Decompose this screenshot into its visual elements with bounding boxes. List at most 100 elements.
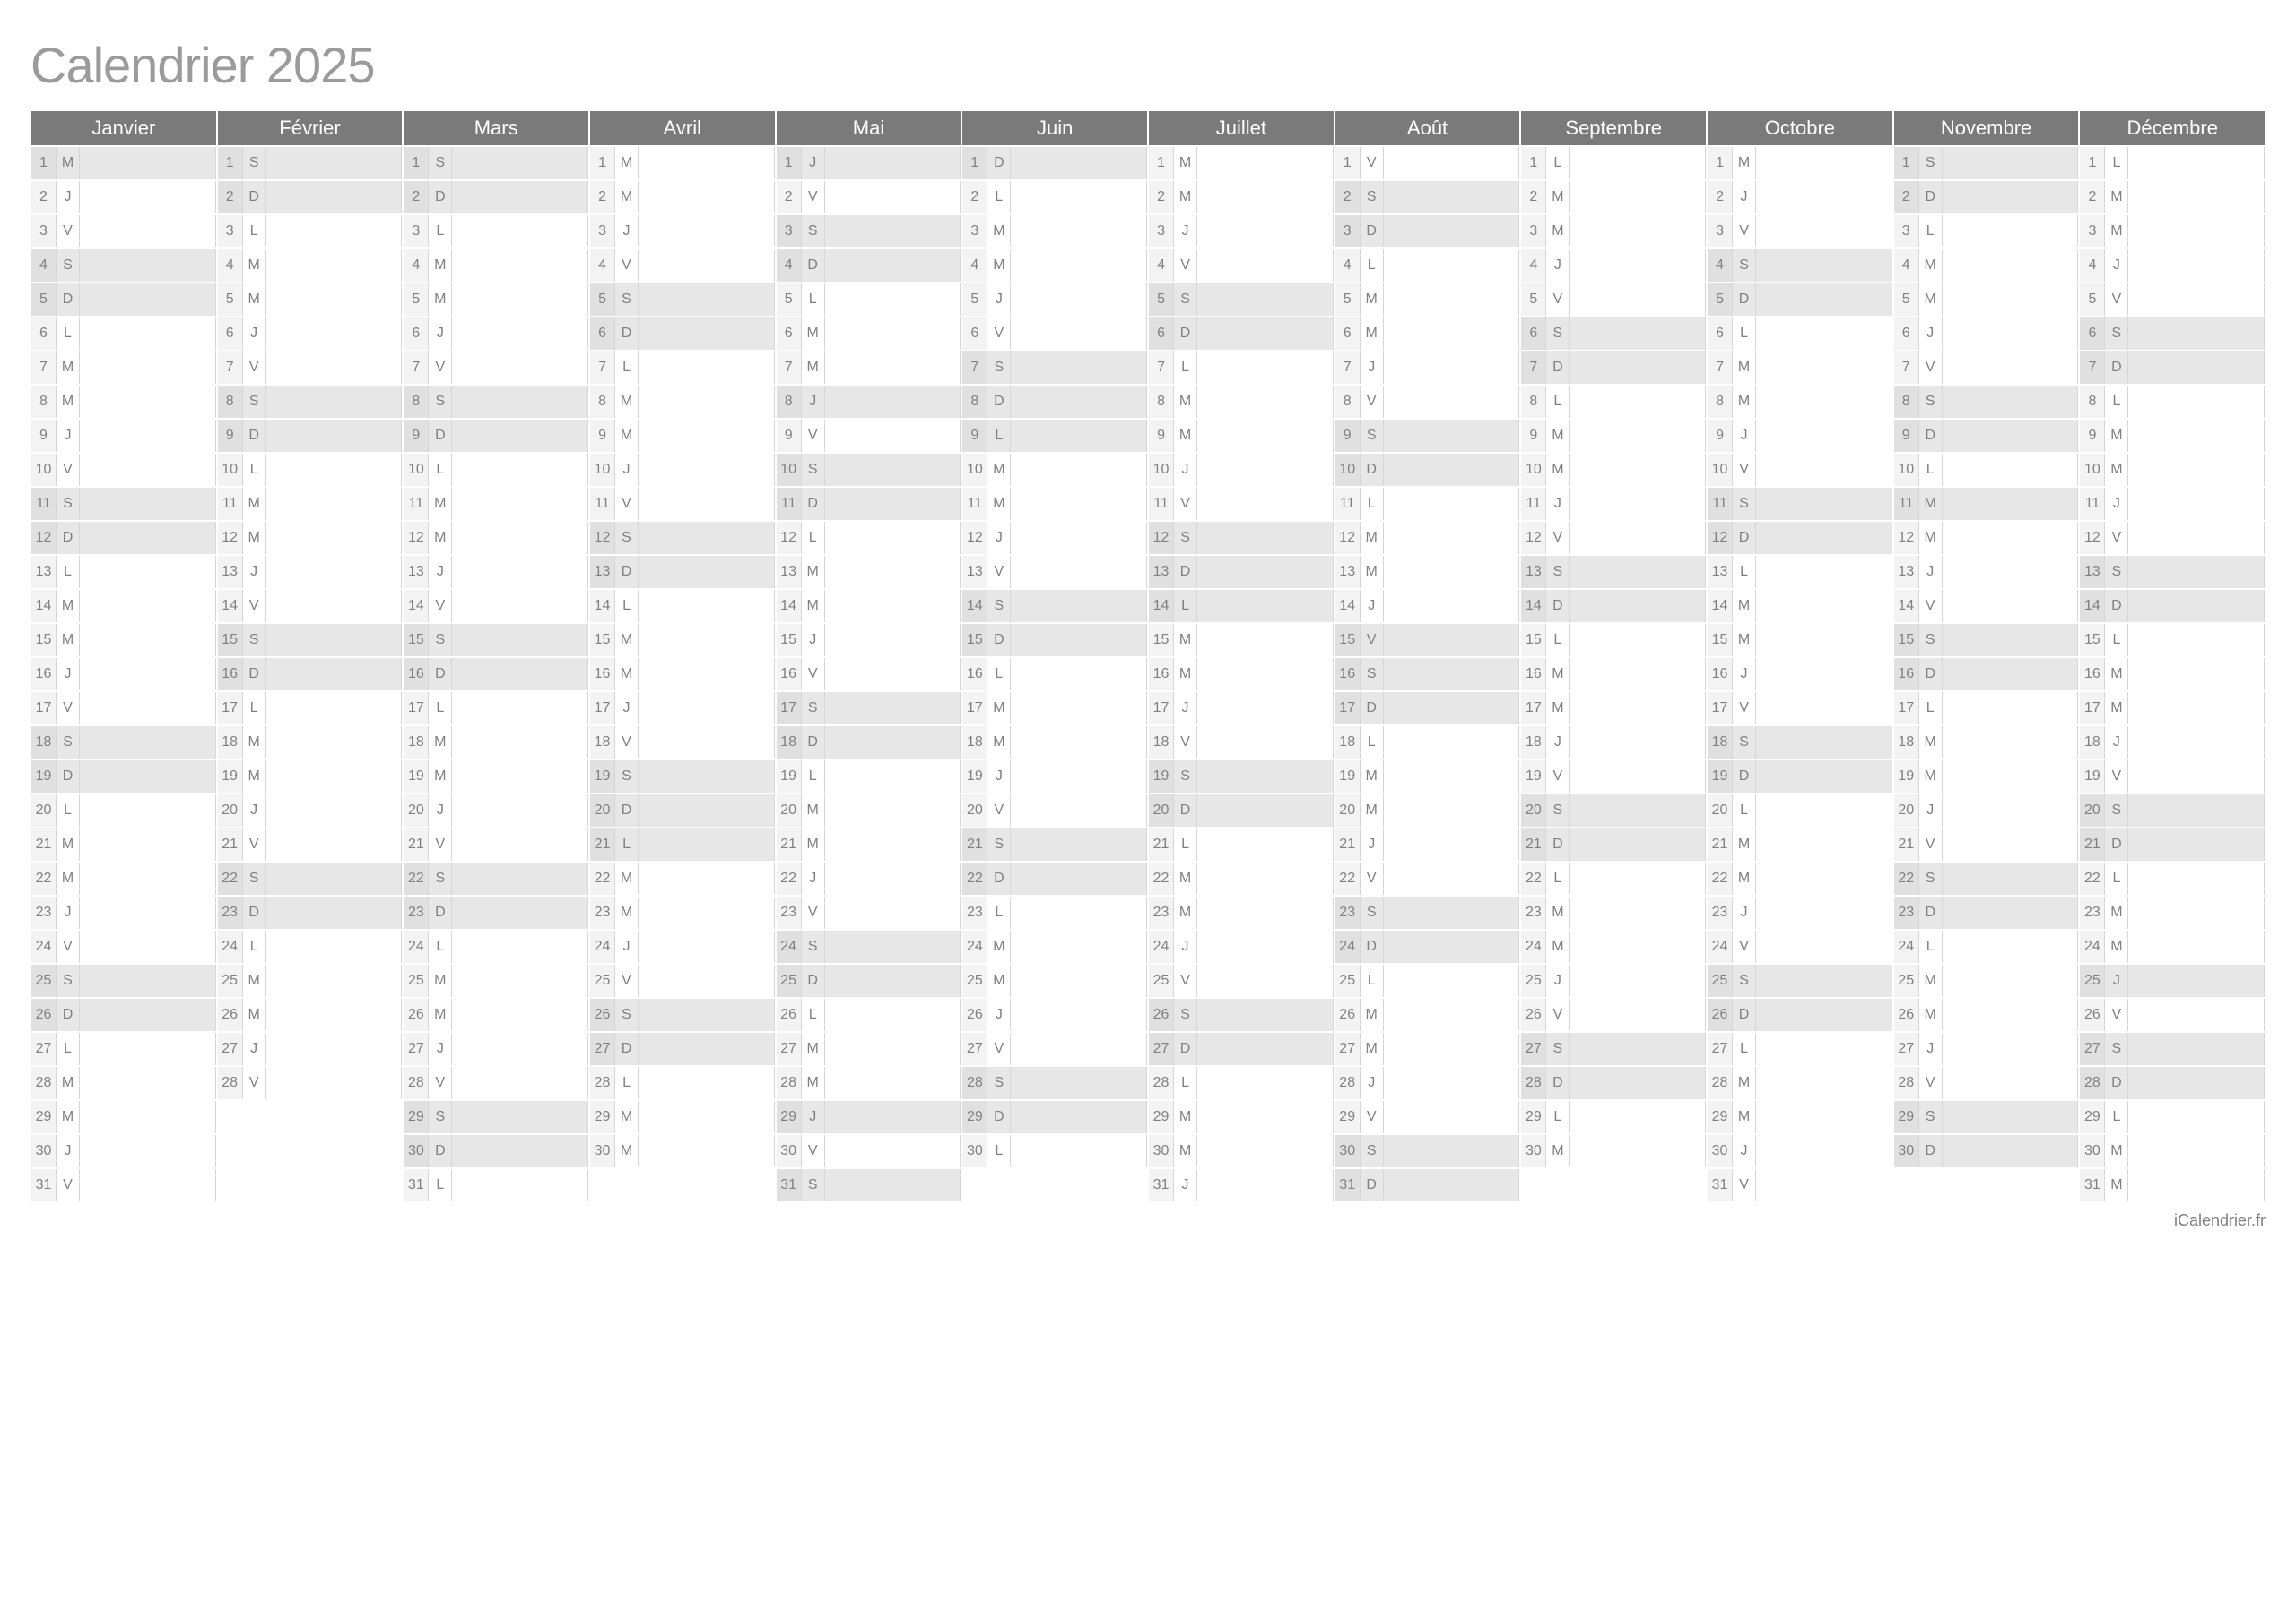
day-space	[1384, 692, 1520, 724]
day-number: 13	[31, 556, 57, 588]
day-space	[1756, 249, 1892, 282]
day-space	[1197, 351, 1334, 384]
day-row: 3L	[1893, 214, 2080, 248]
day-row: 27J	[217, 1032, 404, 1066]
day-letter: D	[987, 386, 1011, 418]
day-row: 16D	[1893, 657, 2080, 691]
day-letter: M	[243, 522, 266, 554]
day-row: 28M	[776, 1066, 962, 1100]
day-row: 13V	[961, 555, 1148, 589]
day-letter: V	[1174, 488, 1197, 520]
day-number: 30	[2080, 1135, 2105, 1167]
day-space	[1943, 522, 2079, 554]
day-space	[1570, 828, 1706, 861]
day-space	[80, 351, 216, 384]
day-number: 1	[962, 147, 987, 179]
day-row: 17L	[403, 691, 589, 725]
day-row: 1M	[589, 146, 776, 180]
day-row: 14V	[1893, 589, 2080, 623]
day-letter: M	[615, 1101, 639, 1133]
day-space	[452, 351, 588, 384]
day-letter: V	[615, 726, 639, 759]
day-letter: D	[1733, 283, 1756, 316]
day-space	[266, 658, 403, 690]
day-number: 23	[218, 897, 243, 929]
day-row: 20M	[1335, 794, 1521, 828]
day-letter: M	[802, 794, 825, 827]
day-space	[825, 556, 961, 588]
day-letter: M	[1361, 999, 1384, 1031]
day-letter: D	[987, 863, 1011, 895]
day-letter: D	[1546, 590, 1570, 622]
day-letter: V	[1174, 249, 1197, 282]
day-row: 7M	[30, 351, 217, 385]
day-space	[1756, 1135, 1892, 1167]
day-row: 26S	[589, 998, 776, 1032]
day-letter: L	[1361, 488, 1384, 520]
day-row: 28M	[30, 1066, 217, 1100]
day-row: 1M	[1148, 146, 1335, 180]
day-row: 2V	[776, 180, 962, 214]
day-space	[1384, 931, 1520, 963]
day-letter: V	[243, 1067, 266, 1099]
day-row: 3M	[2079, 214, 2266, 248]
day-number: 6	[1149, 317, 1174, 350]
day-row: 18L	[1335, 725, 1521, 759]
day-row: 5L	[776, 282, 962, 317]
footer-credit: iCalendrier.fr	[30, 1211, 2266, 1230]
day-letter: S	[802, 454, 825, 486]
day-letter: L	[802, 760, 825, 793]
day-letter: D	[1174, 556, 1197, 588]
day-row: 3L	[217, 214, 404, 248]
day-number: 20	[1708, 794, 1733, 827]
day-row: 7J	[1335, 351, 1521, 385]
day-number: 15	[1335, 624, 1361, 656]
day-row: 22L	[1520, 862, 1707, 896]
day-number: 3	[777, 215, 802, 247]
day-space	[1570, 590, 1706, 622]
day-space	[2128, 522, 2265, 554]
day-space	[452, 692, 588, 724]
day-number: 17	[777, 692, 802, 724]
day-number: 24	[1335, 931, 1361, 963]
day-space	[1943, 692, 2079, 724]
day-letter: M	[802, 1033, 825, 1065]
day-number: 21	[1335, 828, 1361, 861]
day-space	[639, 386, 775, 418]
day-row: 17L	[217, 691, 404, 725]
day-space	[452, 283, 588, 316]
day-space	[1384, 624, 1520, 656]
day-number: 14	[1708, 590, 1733, 622]
day-row: 26L	[776, 998, 962, 1032]
day-row: 6J	[1893, 317, 2080, 351]
day-space	[1011, 488, 1147, 520]
day-row: 10M	[1520, 453, 1707, 487]
day-row: 27L	[30, 1032, 217, 1066]
day-letter: L	[802, 522, 825, 554]
day-space	[1943, 1101, 2079, 1133]
day-row: 2S	[1335, 180, 1521, 214]
day-letter: S	[243, 624, 266, 656]
day-space	[639, 215, 775, 247]
day-space	[1197, 760, 1334, 793]
day-row: 22S	[217, 862, 404, 896]
day-space	[452, 965, 588, 997]
day-letter: D	[1174, 794, 1197, 827]
day-space	[1384, 1169, 1520, 1201]
day-space	[266, 897, 403, 929]
day-letter: S	[1361, 897, 1384, 929]
day-number: 14	[1521, 590, 1546, 622]
day-row: 6J	[217, 317, 404, 351]
day-row: 16M	[1148, 657, 1335, 691]
day-row: 26V	[2079, 998, 2266, 1032]
day-number: 14	[1335, 590, 1361, 622]
day-number: 22	[1708, 863, 1733, 895]
day-space	[1197, 147, 1334, 179]
day-letter: J	[1733, 181, 1756, 213]
day-number: 15	[404, 624, 429, 656]
day-space	[2128, 283, 2265, 316]
day-space	[2128, 863, 2265, 895]
day-number: 19	[1521, 760, 1546, 793]
day-space	[1011, 590, 1147, 622]
day-number: 18	[1708, 726, 1733, 759]
